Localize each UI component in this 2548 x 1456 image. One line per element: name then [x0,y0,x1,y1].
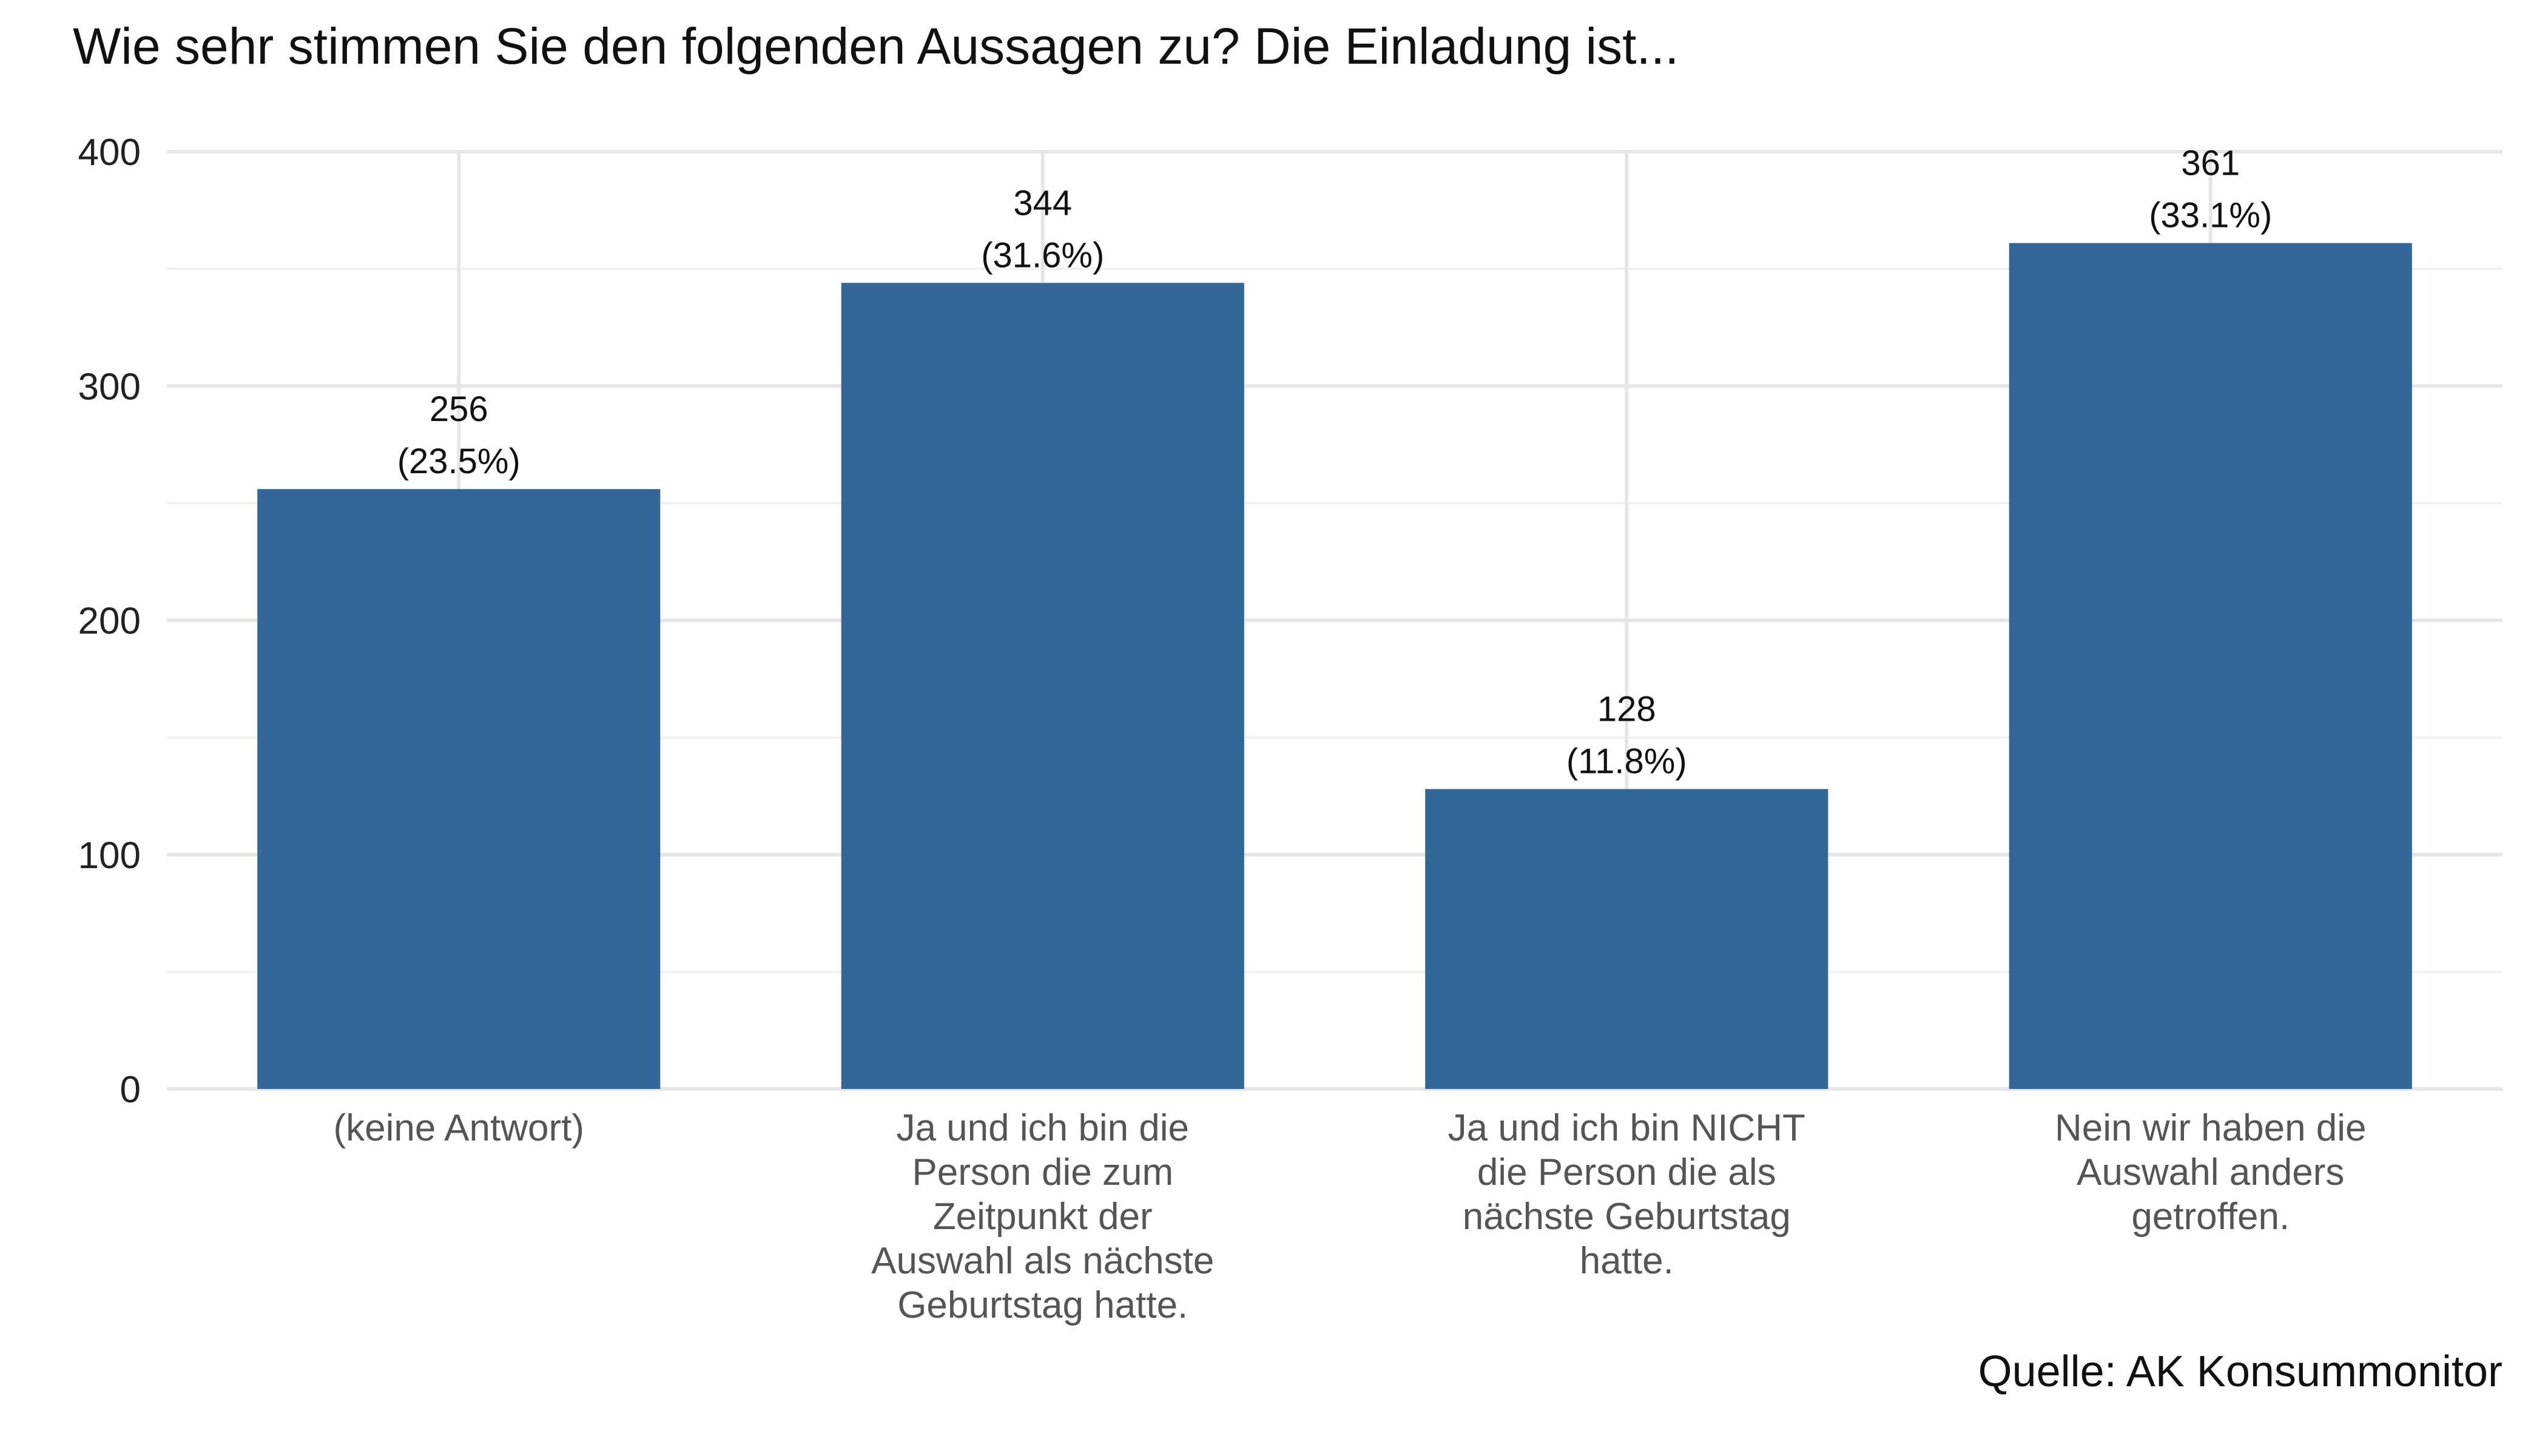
x-tick-label-line: die Person die als [1477,1151,1776,1193]
bars: 256 (23.5%) 344 (31.6%) 128 (11.8%) 361 (33.1%) [257,144,2412,1090]
x-tick-label: (keine Antwort) [333,1107,584,1149]
x-tick-label-line: Ja und ich bin NICHT [1448,1107,1805,1149]
y-tick-label: 200 [78,601,141,642]
bar-count-label: 361 [2181,144,2240,183]
bar-count-label: 128 [1597,690,1656,729]
x-tick-label-line: Person die zum [912,1151,1173,1193]
x-tick-label-line: getroffen. [2131,1196,2290,1238]
x-tick-label-line: Zeitpunkt der [933,1196,1153,1238]
bar [257,489,661,1089]
bar [2009,243,2412,1090]
y-tick-label: 0 [120,1069,141,1111]
x-tick-label-line: nächste Geburtstag [1463,1196,1791,1238]
y-tick-label: 300 [78,366,141,408]
bar [1425,789,1828,1089]
bar-count-label: 256 [430,389,488,429]
x-tick-label-line: hatte. [1580,1240,1674,1282]
bar-count-label: 344 [1013,183,1072,223]
x-tick-label-line: (keine Antwort) [333,1107,584,1149]
x-tick-label-line: Ja und ich bin die [896,1107,1189,1149]
bar-percent-label: (23.5%) [397,442,521,481]
bar-percent-label: (11.8%) [1566,742,1687,781]
x-tick-label-line: Auswahl anders [2077,1151,2344,1193]
x-tick-label-line: Auswahl als nächste [871,1240,1214,1282]
y-tick-label: 100 [78,835,141,877]
source-caption: Quelle: AK Konsummonitor [1978,1347,2502,1396]
bar [841,283,1244,1089]
y-tick-label: 400 [78,132,141,174]
bar-percent-label: (33.1%) [2149,196,2272,235]
x-axis: (keine Antwort) Ja und ich bin diePerson … [333,1107,2366,1326]
bar-percent-label: (31.6%) [981,235,1104,275]
x-tick-label-line: Nein wir haben die [2055,1107,2367,1149]
y-axis: 0 100 200 300 400 [78,132,141,1111]
x-tick-label-line: Geburtstag hatte. [897,1284,1188,1326]
chart-title: Wie sehr stimmen Sie den folgenden Aussa… [73,18,1679,75]
